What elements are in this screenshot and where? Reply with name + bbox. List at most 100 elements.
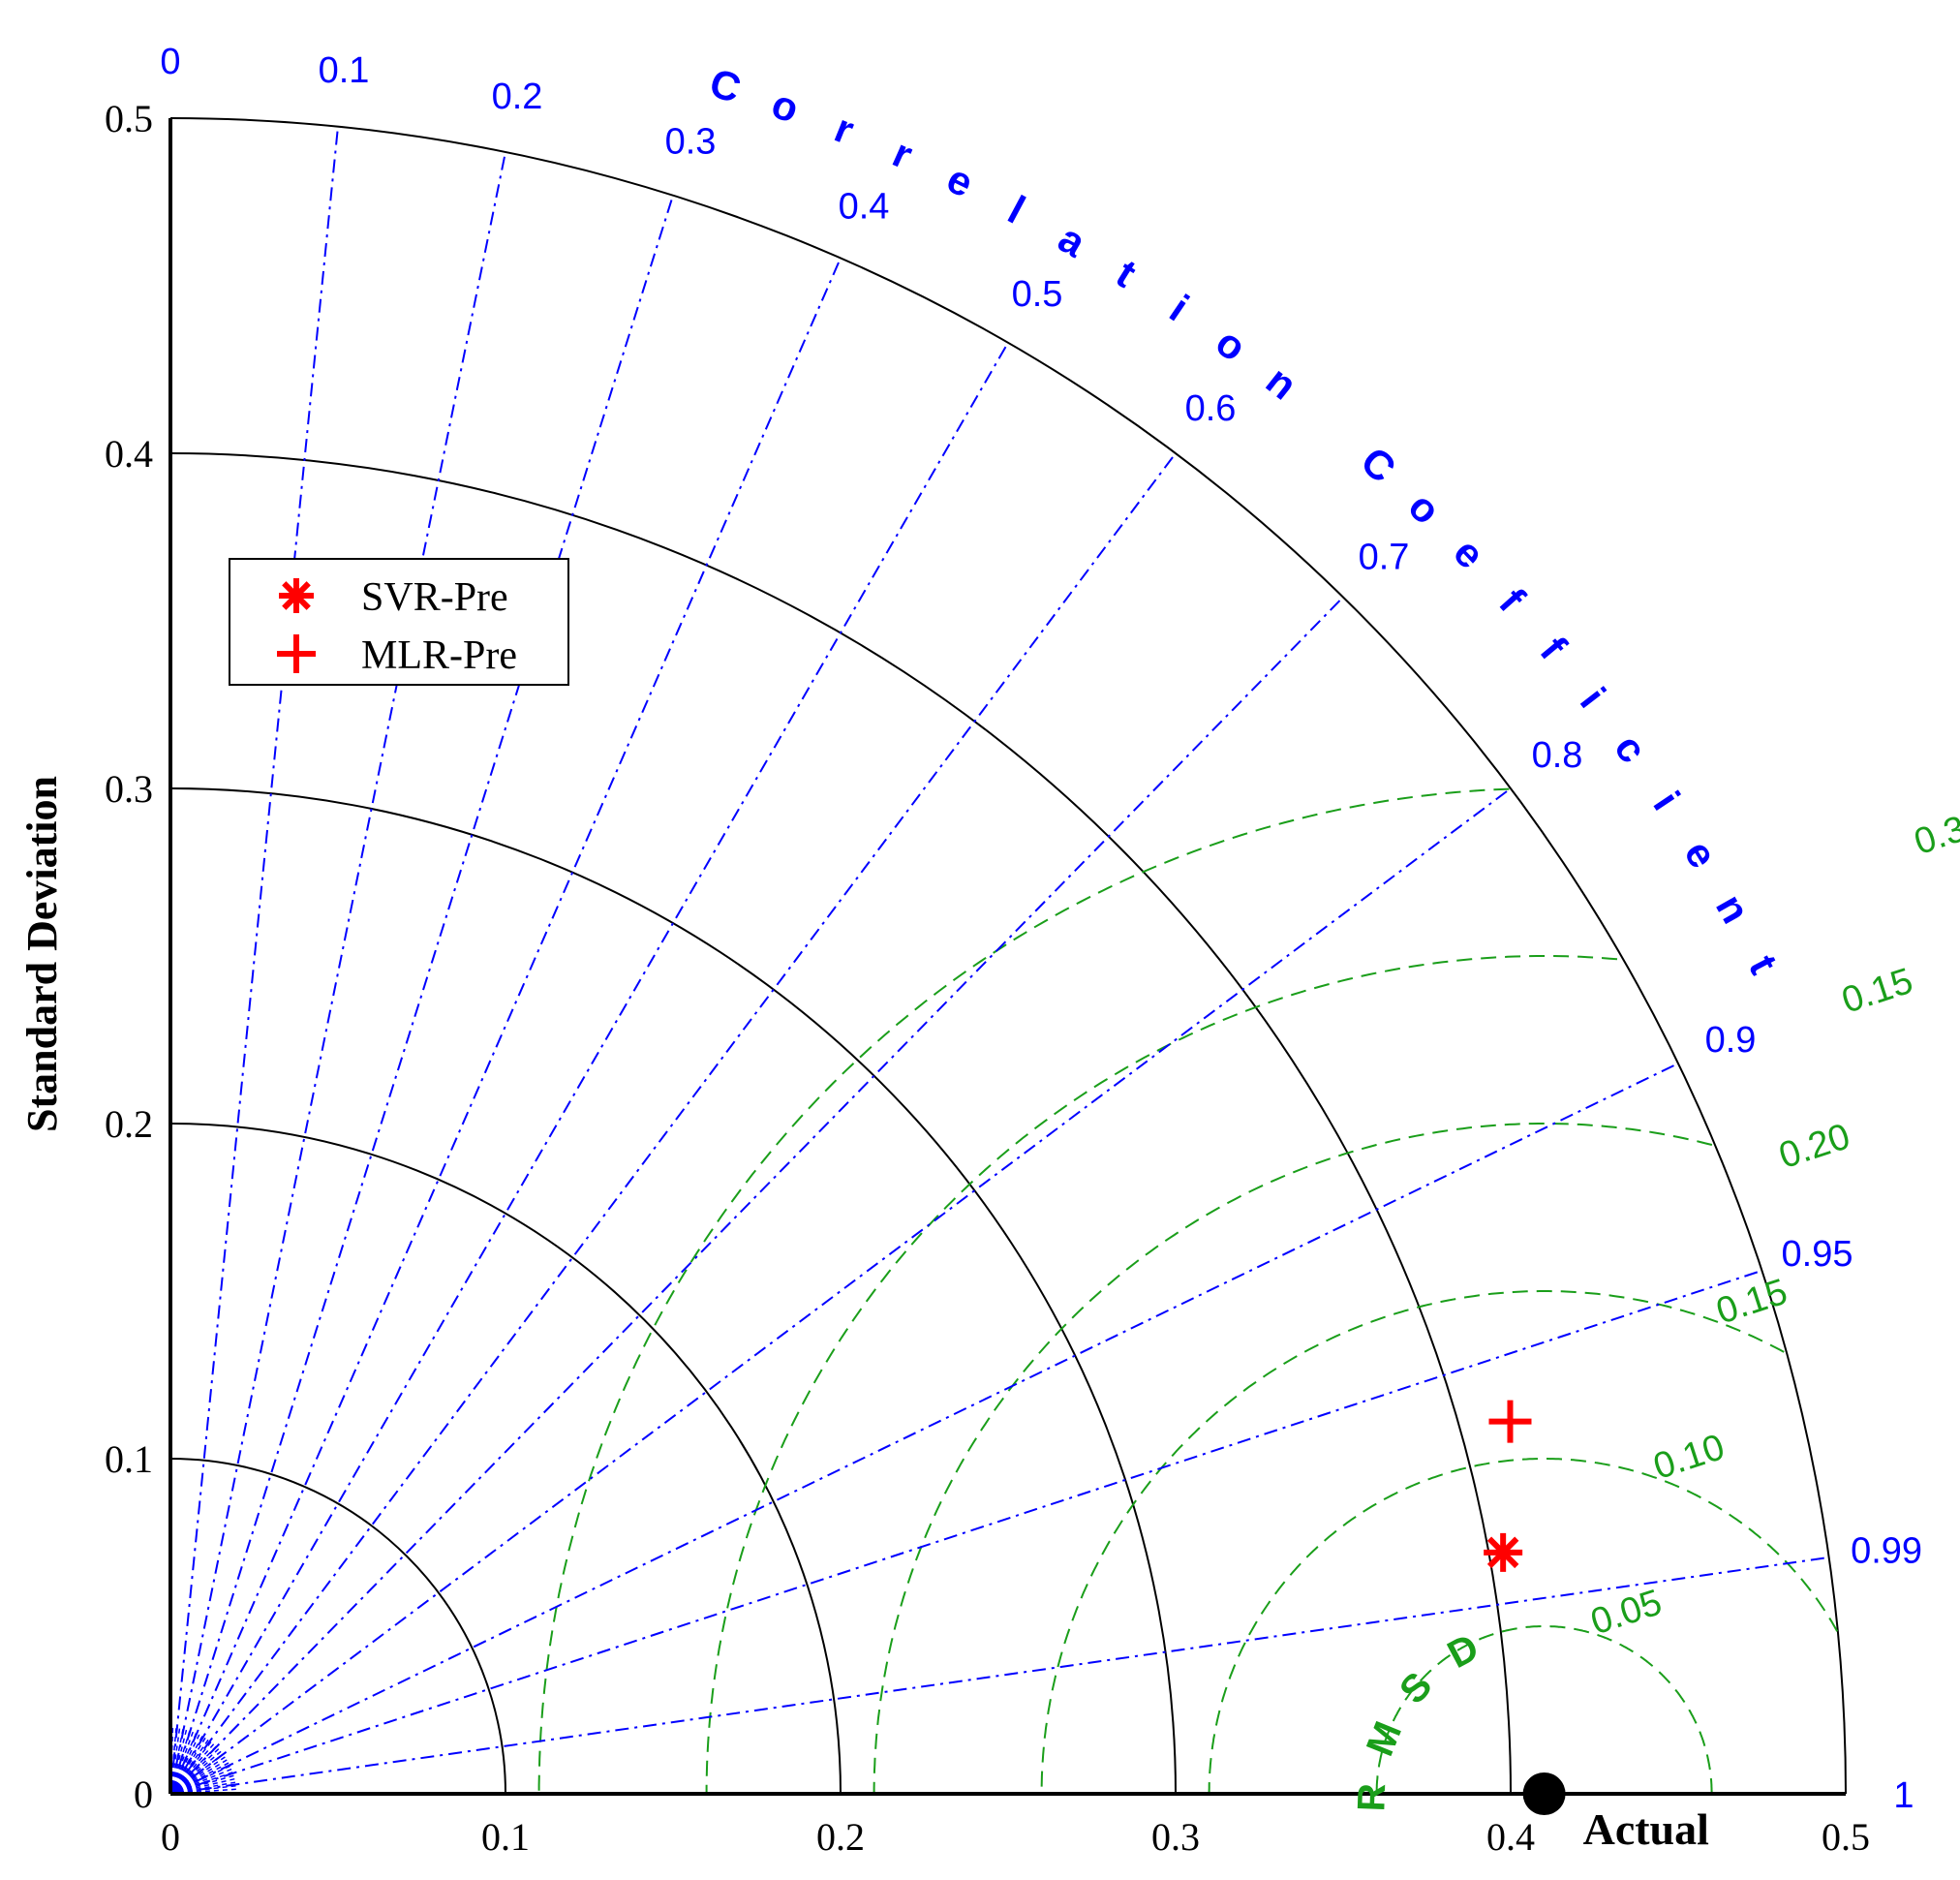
std-arc-0.5 (169, 117, 1847, 1795)
std-arc-0.2 (169, 1123, 842, 1795)
std-arcs (169, 117, 1847, 1795)
rmsd-title-letter: D (1441, 1626, 1485, 1677)
correlation-title-letter: c (1606, 726, 1656, 771)
marker-SVR-Pre (1484, 1532, 1523, 1572)
std-arc-0.4 (169, 452, 1512, 1795)
correlation-line-0.8 (169, 787, 1512, 1795)
rmsd-contour-label: 0.3 (1910, 809, 1960, 863)
y-axis-label: Standard Deviation (18, 776, 66, 1132)
correlation-title-letter: f (1490, 579, 1534, 620)
x-tick-label: 0.3 (1151, 1815, 1200, 1859)
legend: SVR-Pre MLR-Pre (229, 558, 569, 686)
rmsd-contour-label: 0.15 (1837, 961, 1917, 1022)
correlation-title-letter: e (940, 155, 981, 205)
rmsd-contour (1040, 1290, 1785, 1794)
rmsd-contour (1208, 1458, 1839, 1794)
correlation-title-letter: o (766, 80, 805, 132)
legend-label: MLR-Pre (361, 633, 517, 678)
x-tick-label: 0.4 (1486, 1815, 1535, 1859)
y-tick-label: 0 (134, 1772, 153, 1816)
correlation-line-0.5 (169, 342, 1009, 1795)
correlation-tick-label: 0.5 (1012, 274, 1063, 315)
rmsd-contour (537, 787, 1510, 1794)
correlation-tick-label: 0 (160, 42, 180, 82)
correlation-tick-label: 0.1 (319, 50, 370, 91)
axes (168, 118, 1846, 1796)
correlation-lines (169, 126, 1829, 1795)
rmsd-contour (1375, 1625, 1713, 1794)
correlation-line-0.99 (169, 1556, 1829, 1795)
x-tick-label: 0 (161, 1815, 180, 1859)
legend-marker-MLR-Pre (277, 634, 316, 673)
correlation-title-letter: r (829, 105, 861, 153)
correlation-title-letter: n (1258, 357, 1305, 409)
rmsd-title-letter: M (1359, 1716, 1410, 1762)
rmsd-contour-labels: 0.050.100.150.200.150.3 (1586, 809, 1960, 1644)
correlation-tick-label: 0.6 (1185, 388, 1237, 429)
correlation-line-0.3 (169, 195, 674, 1795)
correlation-tick-label: 0.95 (1782, 1234, 1853, 1275)
reference-point-actual (1522, 1772, 1566, 1815)
rmsd-arcs (537, 787, 1839, 1794)
correlation-line-0.1 (169, 126, 339, 1795)
correlation-title-letter: f (1532, 629, 1577, 669)
correlation-tick-label: 0.8 (1532, 735, 1583, 776)
correlation-tick-label: 0.7 (1359, 538, 1410, 578)
correlation-title-letter: i (1644, 784, 1689, 818)
x-tick-label: 0.1 (481, 1815, 530, 1859)
std-ticks-y: 0 0.1 0.2 0.3 0.4 0.5 (105, 97, 153, 1816)
correlation-title-letter: e (1445, 530, 1493, 577)
correlation-tick-label: 0.3 (665, 121, 717, 162)
correlation-title-letter: r (886, 130, 919, 178)
rmsd-contour-label: 0.20 (1774, 1116, 1854, 1177)
correlation-title-letter: n (1707, 886, 1760, 930)
legend-box (229, 558, 569, 686)
y-tick-label: 0.2 (105, 1102, 153, 1146)
rmsd-contour-label: 0.10 (1649, 1427, 1730, 1488)
correlation-tick-label: 0.2 (492, 77, 543, 117)
correlation-title-letter: C (1352, 438, 1404, 491)
y-tick-label: 0.3 (105, 767, 153, 811)
correlation-title-letter: l (1001, 187, 1032, 232)
correlation-title-letter: t (1109, 250, 1145, 295)
correlation-tick-label: 0.99 (1851, 1530, 1922, 1571)
reference-label: Actual (1583, 1804, 1709, 1854)
correlation-line-0.9 (169, 1063, 1679, 1795)
marker-MLR-Pre (1488, 1400, 1532, 1443)
rmsd-contour (705, 955, 1618, 1794)
rmsd-contour-label: 0.15 (1711, 1272, 1792, 1333)
x-tick-label: 0.5 (1822, 1815, 1870, 1859)
correlation-title-letter: a (1051, 215, 1093, 266)
correlation-title-letter: i (1162, 286, 1197, 329)
correlation-line-0.95 (169, 1269, 1762, 1795)
correlation-tick-label: 0.4 (839, 186, 890, 227)
rmsd-title-letter: S (1392, 1664, 1441, 1711)
correlation-line-0.4 (169, 258, 842, 1795)
correlation-title-letter: C (704, 59, 746, 111)
correlation-line-0.2 (169, 151, 506, 1795)
correlation-tick-label: 0.9 (1705, 1020, 1757, 1061)
correlation-title-letter: t (1740, 948, 1787, 981)
correlation-tick-labels: 0 0.1 0.2 0.3 0.4 0.5 0.6 0.7 0.8 0.9 0.95 0.99 1 (160, 42, 1922, 1816)
correlation-title-letter: o (1400, 483, 1450, 534)
data-markers (1484, 1400, 1532, 1572)
std-ticks-x: 0 0.1 0.2 0.3 0.4 0.5 (161, 1815, 1870, 1859)
rmsd-contour (873, 1123, 1713, 1794)
correlation-title-letter: i (1572, 679, 1614, 716)
y-tick-label: 0.4 (105, 432, 153, 476)
legend-marker-SVR-Pre (279, 578, 314, 613)
legend-label: SVR-Pre (361, 575, 508, 620)
std-arc-0.3 (169, 787, 1177, 1795)
y-tick-label: 0.5 (105, 97, 153, 140)
y-tick-label: 0.1 (105, 1437, 153, 1481)
rmsd-title-letter: R (1350, 1782, 1393, 1812)
correlation-tick-label: 1 (1893, 1775, 1914, 1816)
correlation-title-letter: o (1208, 319, 1254, 370)
std-arc-0.1 (169, 1458, 506, 1795)
correlation-line-0.7 (169, 596, 1344, 1795)
correlation-title-letter: e (1675, 833, 1726, 876)
x-tick-label: 0.2 (816, 1815, 865, 1859)
correlation-line-0.6 (169, 452, 1177, 1795)
